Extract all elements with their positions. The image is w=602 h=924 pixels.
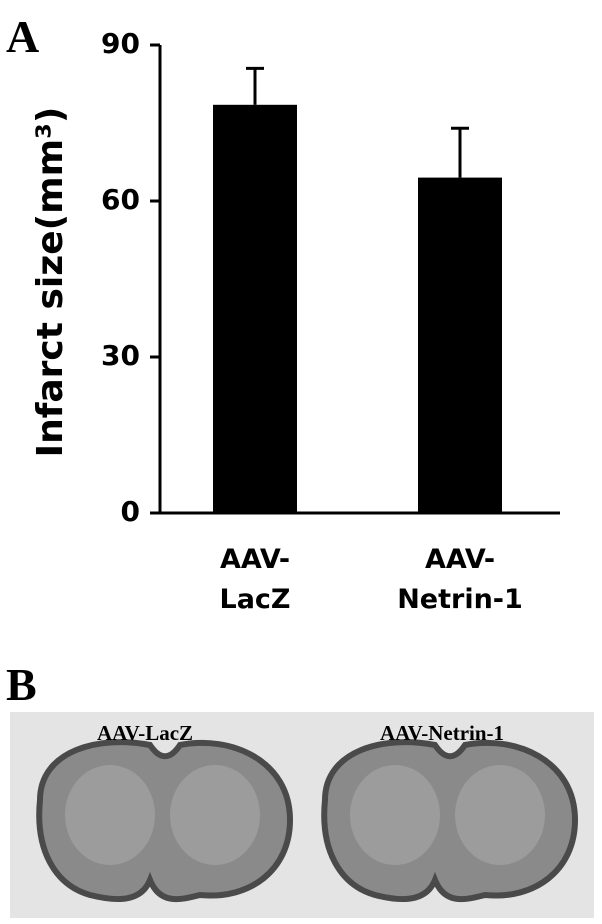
- y-tick-label: 60: [101, 183, 140, 216]
- panel-label: B: [6, 659, 37, 710]
- y-tick-label: 90: [101, 27, 140, 60]
- image-label: AAV-LacZ: [97, 721, 193, 745]
- x-tick-label: AAV-Netrin-1: [397, 544, 523, 615]
- brain-images: AAV-LacZ AAV-Netrin-1: [10, 712, 594, 918]
- x-tick-label: AAV-LacZ: [219, 544, 290, 615]
- bar: [213, 104, 297, 514]
- bar: [418, 177, 502, 513]
- y-tick-label: 30: [101, 339, 140, 372]
- image-label: AAV-Netrin-1: [380, 721, 504, 745]
- panel-label: A: [6, 11, 39, 62]
- y-axis-label: Infarct size(mm³): [30, 107, 71, 458]
- y-tick-label: 0: [121, 495, 140, 528]
- brain-inner: [65, 765, 545, 865]
